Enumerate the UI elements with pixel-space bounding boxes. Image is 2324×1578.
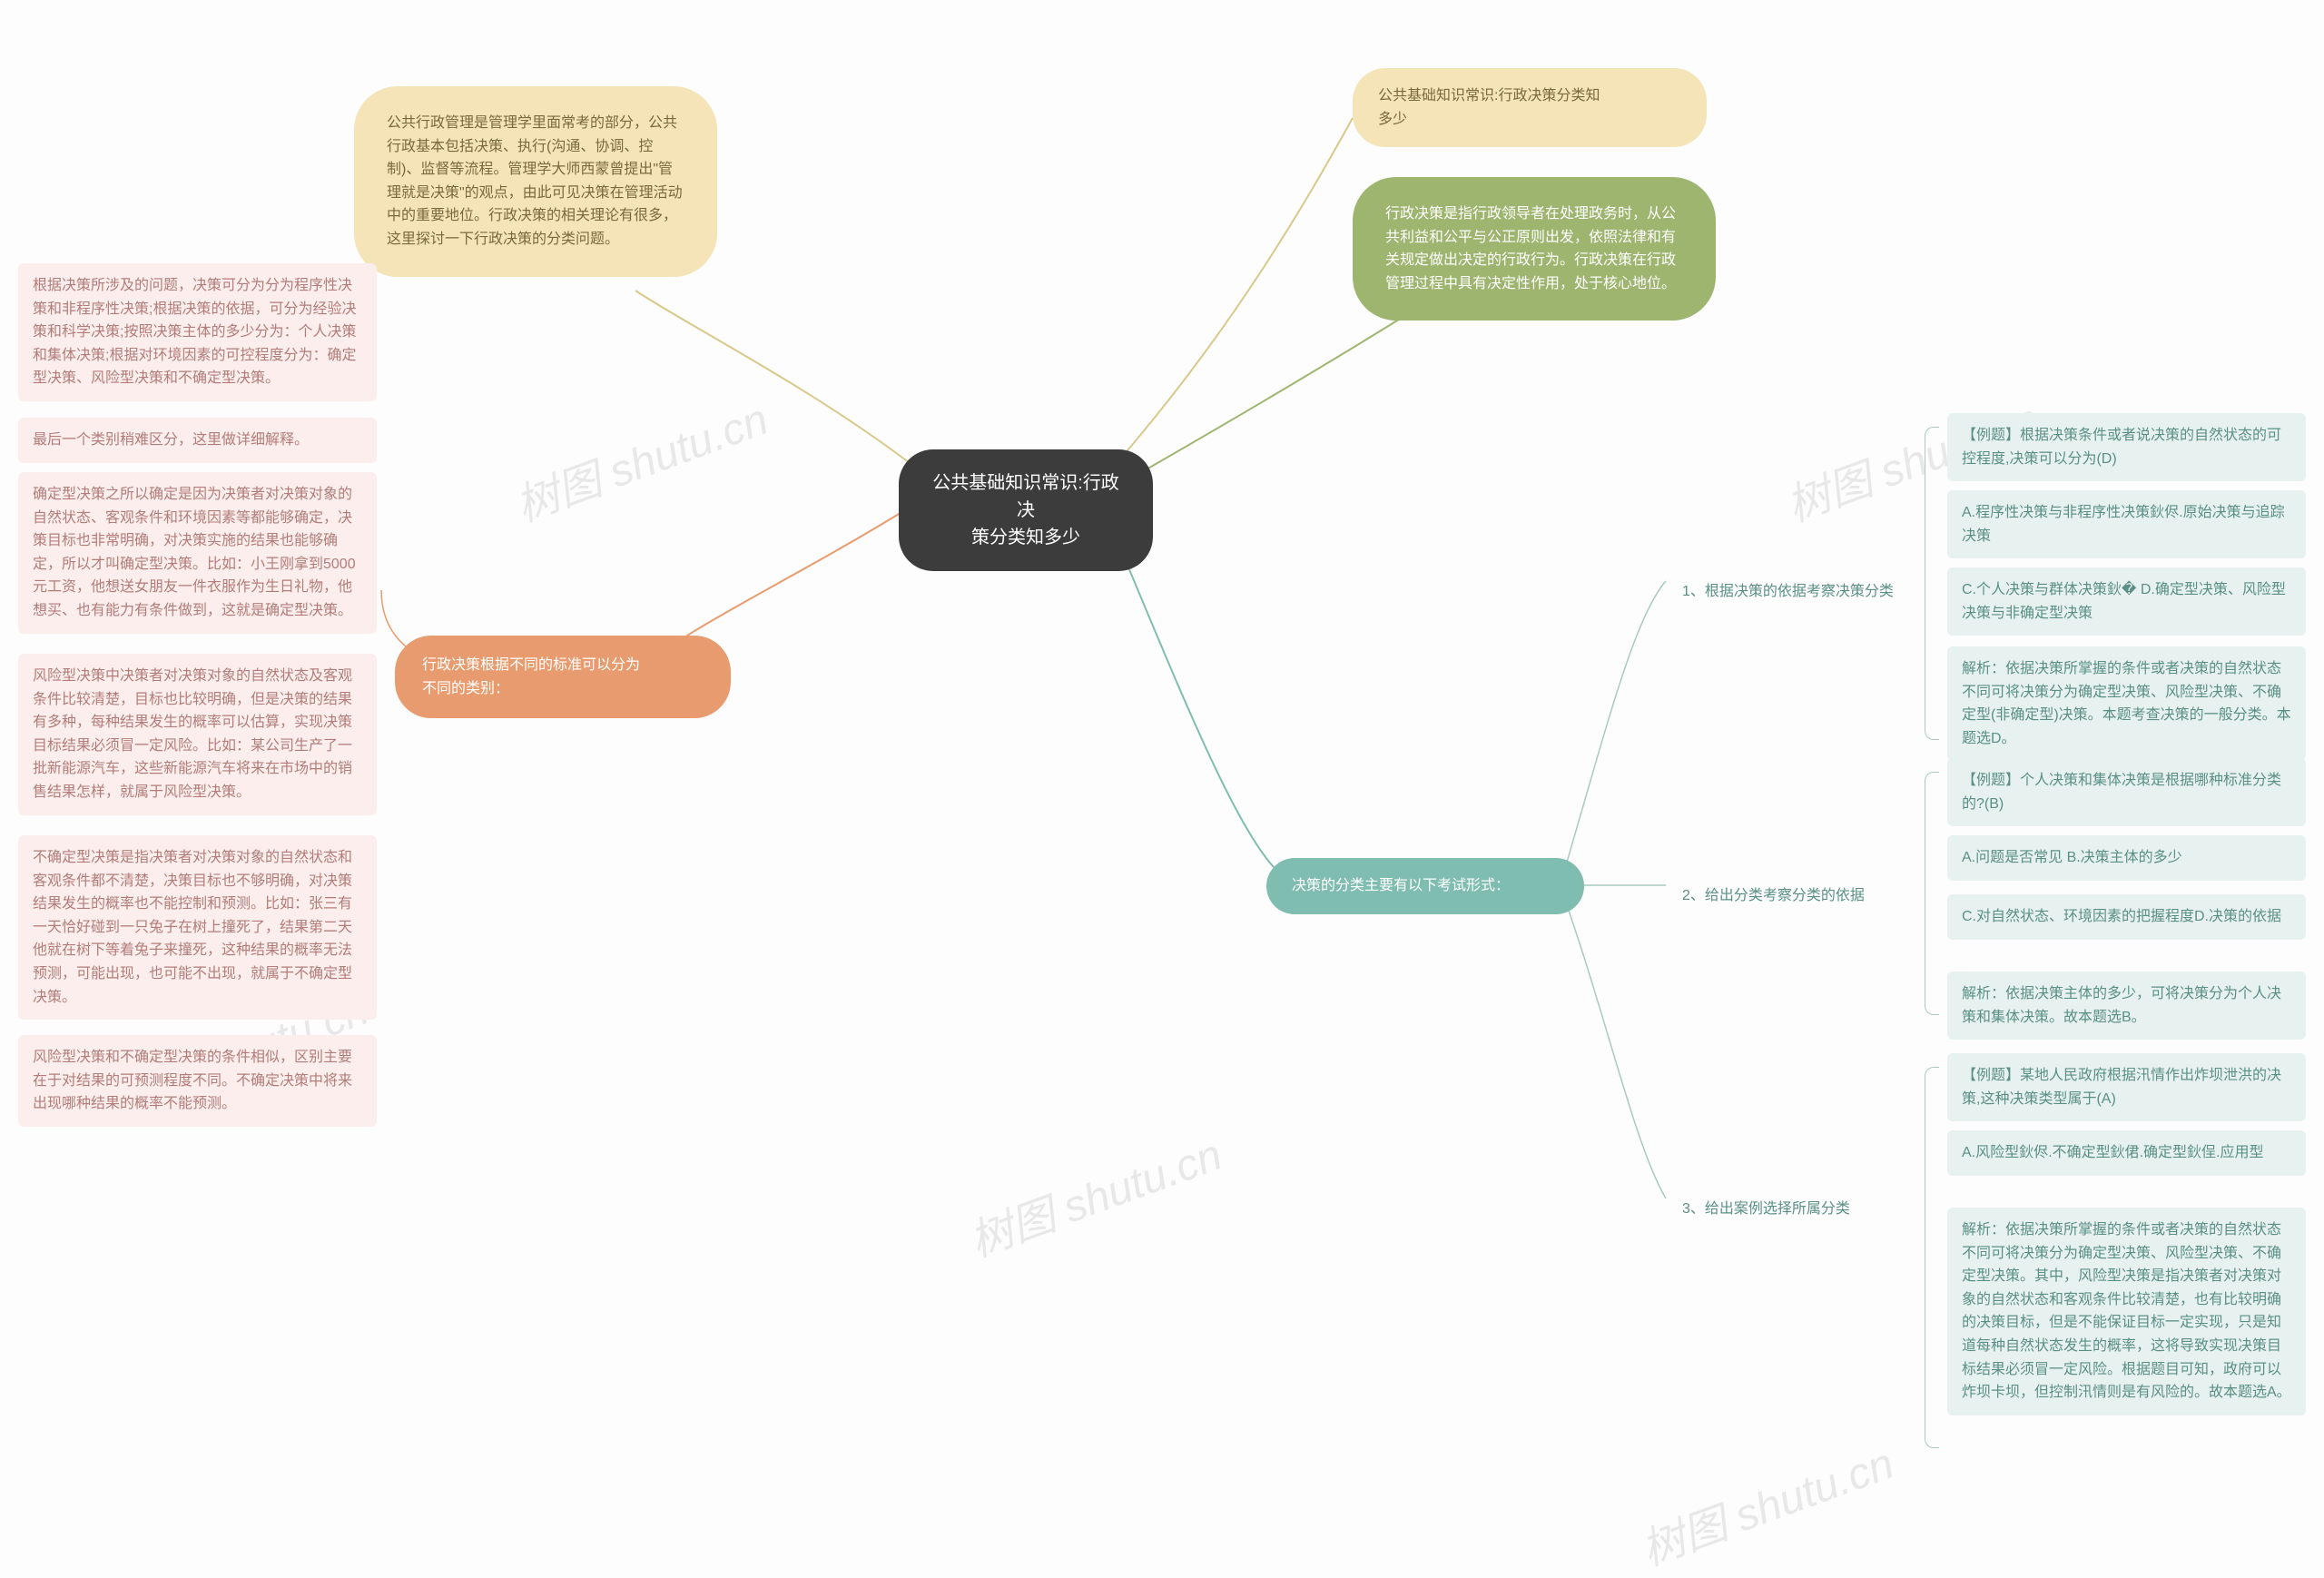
group3-label-text: 3、给出案例选择所属分类 bbox=[1682, 1201, 1850, 1217]
group2-label-text: 2、给出分类考察分类的依据 bbox=[1682, 888, 1865, 903]
pink-box-5: 风险型决策和不确定型决策的条件相似，区别主要在于对结果的可预测程度不同。不确定决… bbox=[18, 1035, 377, 1127]
group1-item-0-text: 【例题】根据决策条件或者说决策的自然状态的可控程度,决策可以分为(D) bbox=[1962, 428, 2281, 467]
pink-box-5-text: 风险型决策和不确定型决策的条件相似，区别主要在于对结果的可预测程度不同。不确定决… bbox=[33, 1050, 352, 1111]
group2-bracket bbox=[1925, 772, 1939, 1015]
pink-box-4: 不确定型决策是指决策者对决策对象的自然状态和客观条件都不清楚，决策目标也不够明确… bbox=[18, 835, 377, 1020]
group2-item-0-text: 【例题】个人决策和集体决策是根据哪种标准分类的?(B) bbox=[1962, 773, 2281, 812]
group1-item-2: C.个人决策与群体决策鈥� D.确定型决策、风险型决策与非确定型决策 bbox=[1947, 567, 2306, 636]
group3-item-2-text: 解析：依据决策所掌握的条件或者决策的自然状态不同可将决策分为确定型决策、风险型决… bbox=[1962, 1222, 2291, 1400]
pink-box-0-text: 根据决策所涉及的问题，决策可分为分为程序性决策和非程序性决策;根据决策的依据，可… bbox=[33, 278, 356, 386]
group3-item-2: 解析：依据决策所掌握的条件或者决策的自然状态不同可将决策分为确定型决策、风险型决… bbox=[1947, 1208, 2306, 1415]
watermark: 树图 shutu.cn bbox=[960, 1119, 1229, 1268]
group3-item-0-text: 【例题】某地人民政府根据汛情作出炸坝泄洪的决策,这种决策类型属于(A) bbox=[1962, 1068, 2281, 1107]
group1-item-3: 解析：依据决策所掌握的条件或者决策的自然状态不同可将决策分为确定型决策、风险型决… bbox=[1947, 646, 2306, 761]
pink-box-3-text: 风险型决策中决策者对决策对象的自然状态及客观条件比较清楚，目标也比较明确，但是决… bbox=[33, 668, 352, 800]
group2-item-1-text: A.问题是否常见 B.决策主体的多少 bbox=[1962, 850, 2182, 865]
branch-intro-text: 公共行政管理是管理学里面常考的部分，公共行政基本包括决策、执行(沟通、协调、控制… bbox=[387, 115, 683, 247]
group3-item-1: A.风险型鈥侭.不确定型鈥侰.确定型鈥侱.应用型 bbox=[1947, 1130, 2306, 1176]
pink-box-4-text: 不确定型决策是指决策者对决策对象的自然状态和客观条件都不清楚，决策目标也不够明确… bbox=[33, 850, 352, 1005]
branch-intro-yellow: 公共行政管理是管理学里面常考的部分，公共行政基本包括决策、执行(沟通、协调、控制… bbox=[354, 86, 717, 277]
group2-item-3-text: 解析：依据决策主体的多少，可将决策分为个人决策和集体决策。故本题选B。 bbox=[1962, 986, 2281, 1025]
center-title-line2: 策分类知多少 bbox=[971, 528, 1080, 547]
group1-item-1-text: A.程序性决策与非程序性决策鈥侭.原始决策与追踪决策 bbox=[1962, 505, 2285, 544]
pink-box-3: 风险型决策中决策者对决策对象的自然状态及客观条件比较清楚，目标也比较明确，但是决… bbox=[18, 654, 377, 815]
branch-exam-text: 决策的分类主要有以下考试形式： bbox=[1292, 878, 1510, 893]
group1-item-3-text: 解析：依据决策所掌握的条件或者决策的自然状态不同可将决策分为确定型决策、风险型决… bbox=[1962, 661, 2291, 746]
group1-item-1: A.程序性决策与非程序性决策鈥侭.原始决策与追踪决策 bbox=[1947, 490, 2306, 558]
branch-classify-orange: 行政决策根据不同的标准可以分为 不同的类别： bbox=[395, 636, 731, 718]
group2-item-0: 【例题】个人决策和集体决策是根据哪种标准分类的?(B) bbox=[1947, 758, 2306, 826]
group1-item-0: 【例题】根据决策条件或者说决策的自然状态的可控程度,决策可以分为(D) bbox=[1947, 413, 2306, 481]
center-title-line1: 公共基础知识常识:行政决 bbox=[932, 473, 1119, 520]
branch-definition-green: 行政决策是指行政领导者在处理政务时，从公共利益和公平与公正原则出发，依照法律和有… bbox=[1353, 177, 1716, 321]
branch-title-l2: 多少 bbox=[1378, 112, 1407, 127]
pink-box-2-text: 确定型决策之所以确定是因为决策者对决策对象的自然状态、客观条件和环境因素等都能够… bbox=[33, 487, 356, 618]
pink-box-1: 最后一个类别稍难区分，这里做详细解释。 bbox=[18, 418, 377, 463]
group3-bracket bbox=[1925, 1067, 1939, 1448]
watermark: 树图 shutu.cn bbox=[1631, 1427, 1901, 1577]
group2-item-2: C.对自然状态、环境因素的把握程度D.决策的依据 bbox=[1947, 894, 2306, 940]
group3-item-0: 【例题】某地人民政府根据汛情作出炸坝泄洪的决策,这种决策类型属于(A) bbox=[1947, 1053, 2306, 1121]
group2-item-1: A.问题是否常见 B.决策主体的多少 bbox=[1947, 835, 2306, 881]
branch-title-l1: 公共基础知识常识:行政决策分类知 bbox=[1378, 88, 1600, 104]
group2-item-3: 解析：依据决策主体的多少，可将决策分为个人决策和集体决策。故本题选B。 bbox=[1947, 971, 2306, 1040]
group1-label: 1、根据决策的依据考察决策分类 bbox=[1666, 567, 1929, 616]
branch-title-yellow: 公共基础知识常识:行政决策分类知 多少 bbox=[1353, 68, 1707, 147]
group1-bracket bbox=[1925, 427, 1939, 740]
branch-definition-text: 行政决策是指行政领导者在处理政务时，从公共利益和公平与公正原则出发，依照法律和有… bbox=[1385, 206, 1676, 291]
watermark: 树图 shutu.cn bbox=[506, 383, 775, 533]
branch-exam-teal: 决策的分类主要有以下考试形式： bbox=[1266, 858, 1584, 914]
group3-label: 3、给出案例选择所属分类 bbox=[1666, 1185, 1929, 1234]
group2-label: 2、给出分类考察分类的依据 bbox=[1666, 872, 1929, 921]
pink-box-0: 根据决策所涉及的问题，决策可分为分为程序性决策和非程序性决策;根据决策的依据，可… bbox=[18, 263, 377, 401]
center-node: 公共基础知识常识:行政决 策分类知多少 bbox=[899, 449, 1153, 571]
group2-item-2-text: C.对自然状态、环境因素的把握程度D.决策的依据 bbox=[1962, 909, 2281, 924]
branch-classify-l1: 行政决策根据不同的标准可以分为 bbox=[422, 657, 640, 673]
pink-box-1-text: 最后一个类别稍难区分，这里做详细解释。 bbox=[33, 432, 309, 448]
branch-classify-l2: 不同的类别： bbox=[422, 681, 509, 696]
group3-item-1-text: A.风险型鈥侭.不确定型鈥侰.确定型鈥侱.应用型 bbox=[1962, 1145, 2263, 1160]
pink-box-2: 确定型决策之所以确定是因为决策者对决策对象的自然状态、客观条件和环境因素等都能够… bbox=[18, 472, 377, 634]
group1-item-2-text: C.个人决策与群体决策鈥� D.确定型决策、风险型决策与非确定型决策 bbox=[1962, 582, 2286, 621]
group1-label-text: 1、根据决策的依据考察决策分类 bbox=[1682, 584, 1894, 599]
